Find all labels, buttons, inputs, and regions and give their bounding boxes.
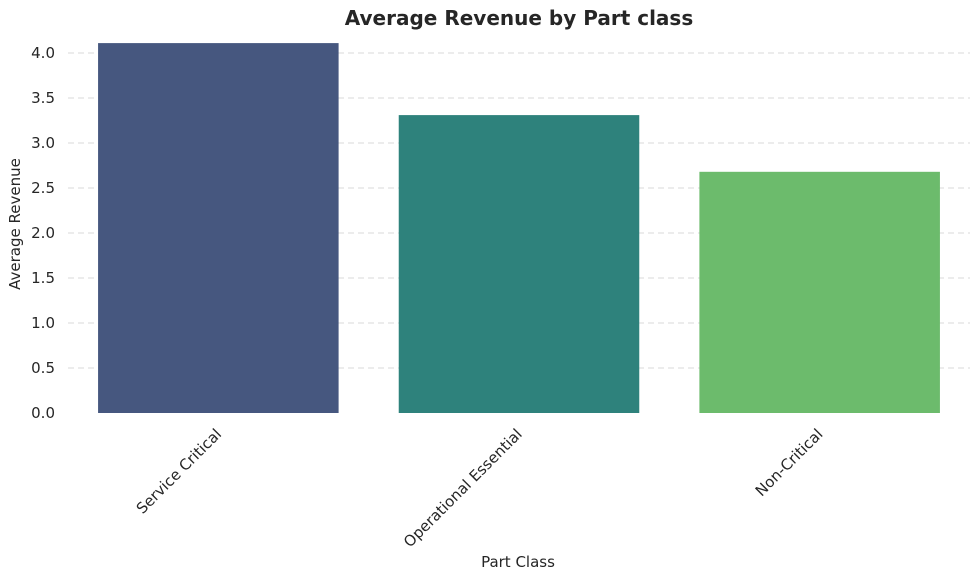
y-tick-label: 1.0 xyxy=(31,314,55,332)
y-tick-label: 0.0 xyxy=(31,404,55,422)
x-tick-label: Service Critical xyxy=(133,425,225,517)
y-tick-label: 2.0 xyxy=(31,224,55,242)
x-tick-label: Non-Critical xyxy=(752,425,827,500)
chart-title: Average Revenue by Part class xyxy=(345,6,693,30)
y-tick-label: 1.5 xyxy=(31,269,55,287)
bar-operational-essential xyxy=(398,115,640,413)
bar-non-critical xyxy=(699,171,940,413)
y-tick-label: 4.0 xyxy=(31,44,55,62)
y-tick-label: 3.5 xyxy=(31,89,55,107)
y-tick-label: 2.5 xyxy=(31,179,55,197)
x-axis-ticks: Service Critical Operational Essential Non… xyxy=(133,425,827,551)
y-axis-label: Average Revenue xyxy=(6,158,24,290)
y-axis-ticks: 0.0 0.5 1.0 1.5 2.0 2.5 3.0 3.5 4.0 xyxy=(31,44,55,422)
y-tick-label: 3.0 xyxy=(31,134,55,152)
x-axis-label: Part Class xyxy=(481,553,555,571)
bars xyxy=(98,43,940,413)
y-tick-label: 0.5 xyxy=(31,359,55,377)
bar-service-critical xyxy=(98,43,339,413)
x-tick-label: Operational Essential xyxy=(400,425,526,551)
